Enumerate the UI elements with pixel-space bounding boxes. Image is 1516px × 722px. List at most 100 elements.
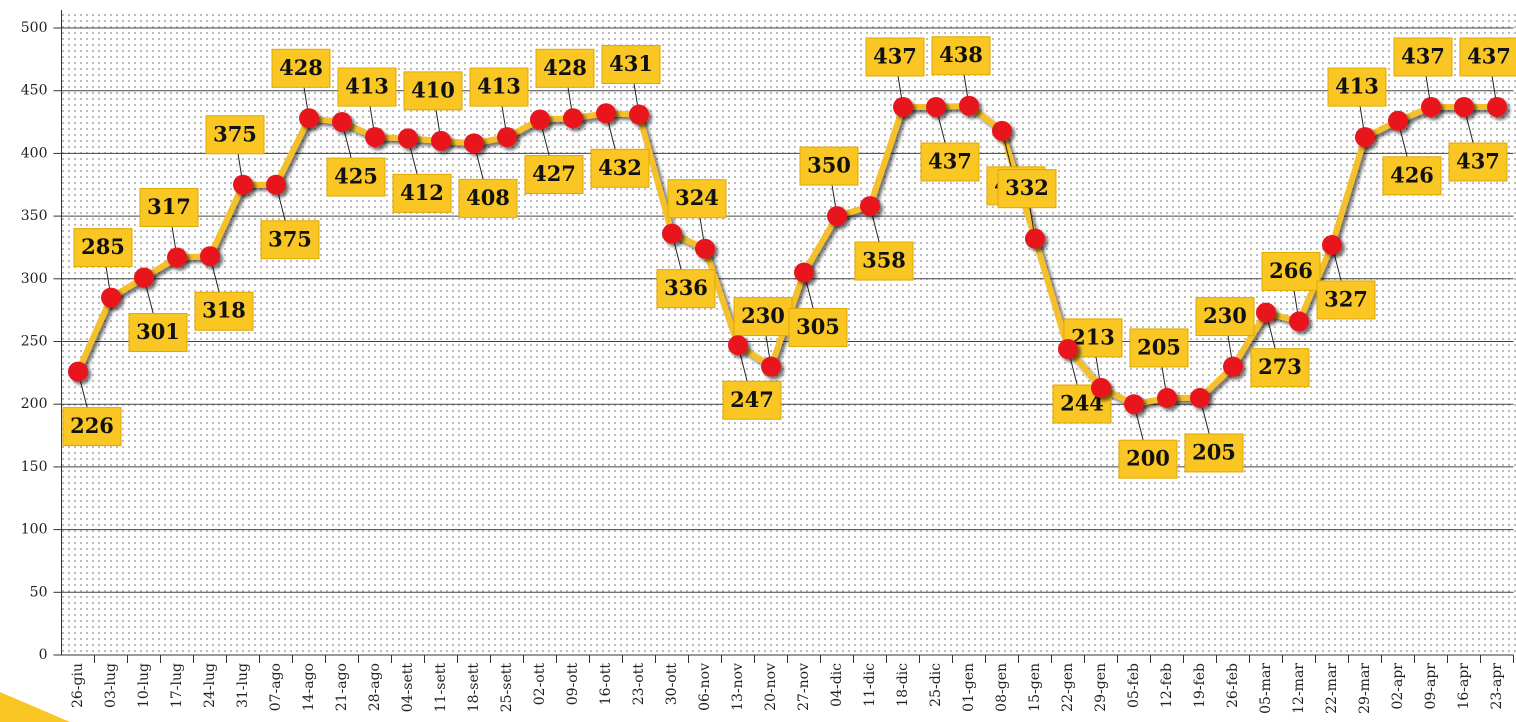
value-label-box — [733, 297, 793, 337]
x-tick-label: 02-apr — [1390, 663, 1406, 710]
value-label: 410 — [411, 77, 455, 102]
value-label-box — [1448, 142, 1508, 182]
x-tick-label: 08-gen — [994, 663, 1010, 712]
value-label: 336 — [664, 275, 708, 300]
y-tick-label: 300 — [21, 271, 48, 287]
marker — [233, 174, 253, 195]
marker — [1157, 387, 1177, 408]
marker — [959, 95, 979, 116]
x-tick-label: 25-sett — [499, 663, 515, 713]
value-label: 305 — [796, 314, 840, 339]
value-label-box — [722, 380, 782, 420]
value-label: 428 — [543, 55, 587, 80]
marker — [596, 103, 616, 124]
marker — [101, 287, 121, 308]
value-label: 318 — [202, 298, 246, 323]
value-label-box — [1118, 439, 1178, 479]
corner-decoration — [0, 692, 70, 722]
marker — [365, 127, 385, 148]
value-label: 273 — [1258, 354, 1302, 379]
y-tick-label: 350 — [21, 208, 48, 224]
value-label: 413 — [1335, 74, 1379, 99]
y-tick-label: 400 — [21, 145, 48, 161]
marker — [794, 262, 814, 283]
marker — [926, 97, 946, 118]
x-tick-label: 05-feb — [1126, 663, 1142, 708]
x-tick-label: 02-ott — [532, 663, 548, 706]
value-label: 375 — [268, 226, 312, 251]
marker — [1091, 377, 1111, 398]
value-label: 437 — [1401, 44, 1445, 69]
value-label-box — [788, 308, 848, 348]
marker — [299, 108, 319, 129]
value-label: 327 — [1324, 286, 1368, 311]
marker — [134, 267, 154, 288]
x-tick-label: 23-apr — [1489, 663, 1505, 710]
y-tick-label: 0 — [39, 647, 48, 663]
marker — [1223, 356, 1243, 377]
x-tick-label: 09-apr — [1423, 663, 1439, 710]
x-tick-label: 04-sett — [400, 663, 416, 713]
x-tick-label: 16-ott — [598, 663, 614, 706]
value-label-box — [392, 173, 452, 213]
value-label: 266 — [1269, 258, 1313, 283]
value-label: 427 — [532, 161, 576, 186]
x-tick-label: 28-ago — [367, 663, 383, 711]
x-tick-label: 17-lug — [169, 663, 185, 708]
marker — [695, 238, 715, 259]
x-tick-label: 13-nov — [730, 663, 746, 711]
value-label-box — [1195, 297, 1255, 337]
x-tick-label: 12-feb — [1159, 663, 1175, 708]
x-tick-label: 26-feb — [1225, 663, 1241, 708]
marker — [431, 130, 451, 151]
marker — [1487, 97, 1507, 118]
value-label: 301 — [136, 319, 180, 344]
x-tick-label: 30-ott — [664, 663, 680, 706]
marker — [497, 127, 517, 148]
x-tick-label: 04-dic — [829, 663, 845, 707]
value-label: 317 — [147, 194, 191, 219]
x-tick-label: 20-nov — [763, 663, 779, 711]
value-label: 213 — [1071, 324, 1115, 349]
x-tick-label: 06-nov — [697, 663, 713, 711]
value-label-box — [601, 45, 661, 85]
x-tick-label: 18-dic — [895, 663, 911, 707]
value-label: 285 — [81, 234, 125, 259]
x-tick-label: 29-gen — [1093, 663, 1109, 712]
marker — [1421, 97, 1441, 118]
marker — [1124, 394, 1144, 415]
x-tick-label: 23-ott — [631, 663, 647, 706]
x-tick-label: 16-apr — [1456, 663, 1472, 710]
value-label-box — [403, 71, 463, 111]
marker — [332, 112, 352, 133]
marker — [200, 246, 220, 267]
x-tick-label: 03-lug — [103, 663, 119, 708]
value-label-box — [337, 67, 397, 107]
y-tick-label: 200 — [21, 396, 48, 412]
value-label-box — [799, 146, 859, 186]
x-tick-label: 07-ago — [268, 663, 284, 711]
value-label: 412 — [400, 180, 444, 205]
value-label-box — [931, 36, 991, 76]
value-label: 413 — [477, 74, 521, 99]
marker — [860, 196, 880, 217]
y-tick-label: 50 — [30, 584, 48, 600]
value-label: 437 — [928, 149, 972, 174]
value-label-box — [260, 220, 320, 260]
marker — [266, 174, 286, 195]
value-label-box — [326, 157, 386, 197]
value-label: 437 — [1456, 149, 1500, 174]
value-label-box — [271, 48, 331, 88]
marker — [893, 97, 913, 118]
x-tick-label: 11-sett — [433, 663, 449, 713]
x-tick-label: 25-dic — [928, 663, 944, 707]
value-label: 350 — [807, 153, 851, 178]
value-label-box — [1382, 156, 1442, 196]
value-label: 230 — [1203, 303, 1247, 328]
marker — [167, 247, 187, 268]
x-tick-label: 29-mar — [1357, 663, 1373, 714]
marker — [1388, 110, 1408, 131]
value-label-box — [458, 178, 518, 218]
y-tick-label: 500 — [21, 20, 48, 36]
